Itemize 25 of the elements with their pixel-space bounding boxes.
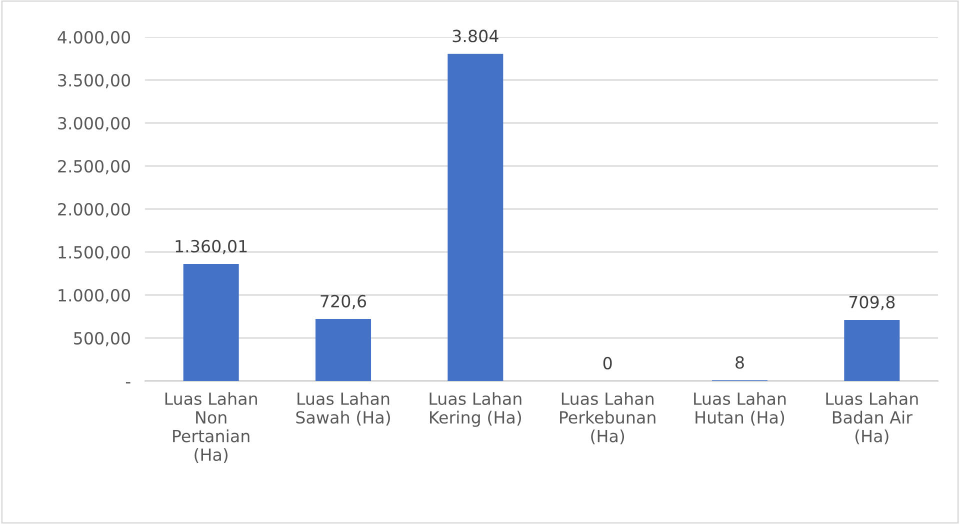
- data-label: 720,6: [320, 294, 366, 310]
- y-tick-label: 1.000,00: [58, 288, 130, 304]
- bar: [315, 319, 372, 381]
- x-tick-label: Luas Lahan Non Pertanian (Ha): [165, 392, 257, 463]
- data-label: 8: [736, 356, 744, 369]
- y-tick-label: 2.000,00: [58, 202, 130, 218]
- y-tick-label: 2.500,00: [58, 160, 130, 174]
- data-label: 0: [603, 356, 612, 370]
- x-tick-label: Luas Lahan Hutan (Ha): [694, 392, 786, 426]
- data-label: 1.360,01: [176, 240, 247, 254]
- y-tick-label: 500,00: [74, 332, 130, 346]
- y-tick-label: 3.500,00: [58, 74, 130, 88]
- x-tick-label: Luas Lahan Badan Air (Ha): [826, 392, 918, 444]
- x-tick-label: Luas Lahan Sawah (Ha): [296, 392, 390, 426]
- data-label: 3.804: [452, 30, 498, 42]
- data-label: 709,8: [849, 296, 895, 310]
- x-tick-label: Luas Lahan Perkebunan (Ha): [560, 392, 656, 444]
- bar: [844, 320, 900, 381]
- y-tick-label: -: [126, 382, 130, 384]
- x-tick-label: Luas Lahan Kering (Ha): [430, 392, 522, 427]
- bar: [448, 54, 504, 381]
- y-tick-label: 3.000,00: [58, 116, 130, 132]
- y-tick-label: 4.000,00: [58, 30, 130, 46]
- bar: [183, 264, 239, 381]
- y-tick-label: 1.500,00: [58, 246, 130, 260]
